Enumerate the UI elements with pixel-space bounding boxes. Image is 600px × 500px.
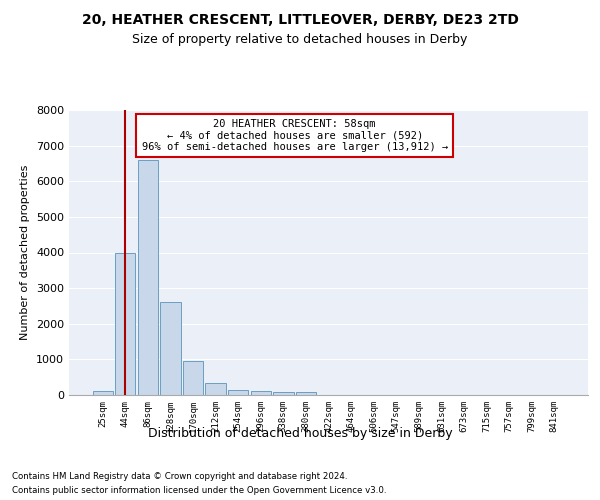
Text: 20, HEATHER CRESCENT, LITTLEOVER, DERBY, DE23 2TD: 20, HEATHER CRESCENT, LITTLEOVER, DERBY,… xyxy=(82,12,518,26)
Bar xyxy=(115,252,136,395)
Text: 20 HEATHER CRESCENT: 58sqm
← 4% of detached houses are smaller (592)
96% of semi: 20 HEATHER CRESCENT: 58sqm ← 4% of detac… xyxy=(142,119,448,152)
Text: Distribution of detached houses by size in Derby: Distribution of detached houses by size … xyxy=(148,428,452,440)
Bar xyxy=(296,392,316,395)
Bar xyxy=(205,383,226,395)
Bar xyxy=(228,390,248,395)
Bar xyxy=(251,391,271,395)
Bar xyxy=(92,392,113,395)
Text: Contains HM Land Registry data © Crown copyright and database right 2024.: Contains HM Land Registry data © Crown c… xyxy=(12,472,347,481)
Bar xyxy=(273,392,293,395)
Bar xyxy=(160,302,181,395)
Text: Contains public sector information licensed under the Open Government Licence v3: Contains public sector information licen… xyxy=(12,486,386,495)
Y-axis label: Number of detached properties: Number of detached properties xyxy=(20,165,31,340)
Bar xyxy=(138,160,158,395)
Text: Size of property relative to detached houses in Derby: Size of property relative to detached ho… xyxy=(133,32,467,46)
Bar xyxy=(183,361,203,395)
